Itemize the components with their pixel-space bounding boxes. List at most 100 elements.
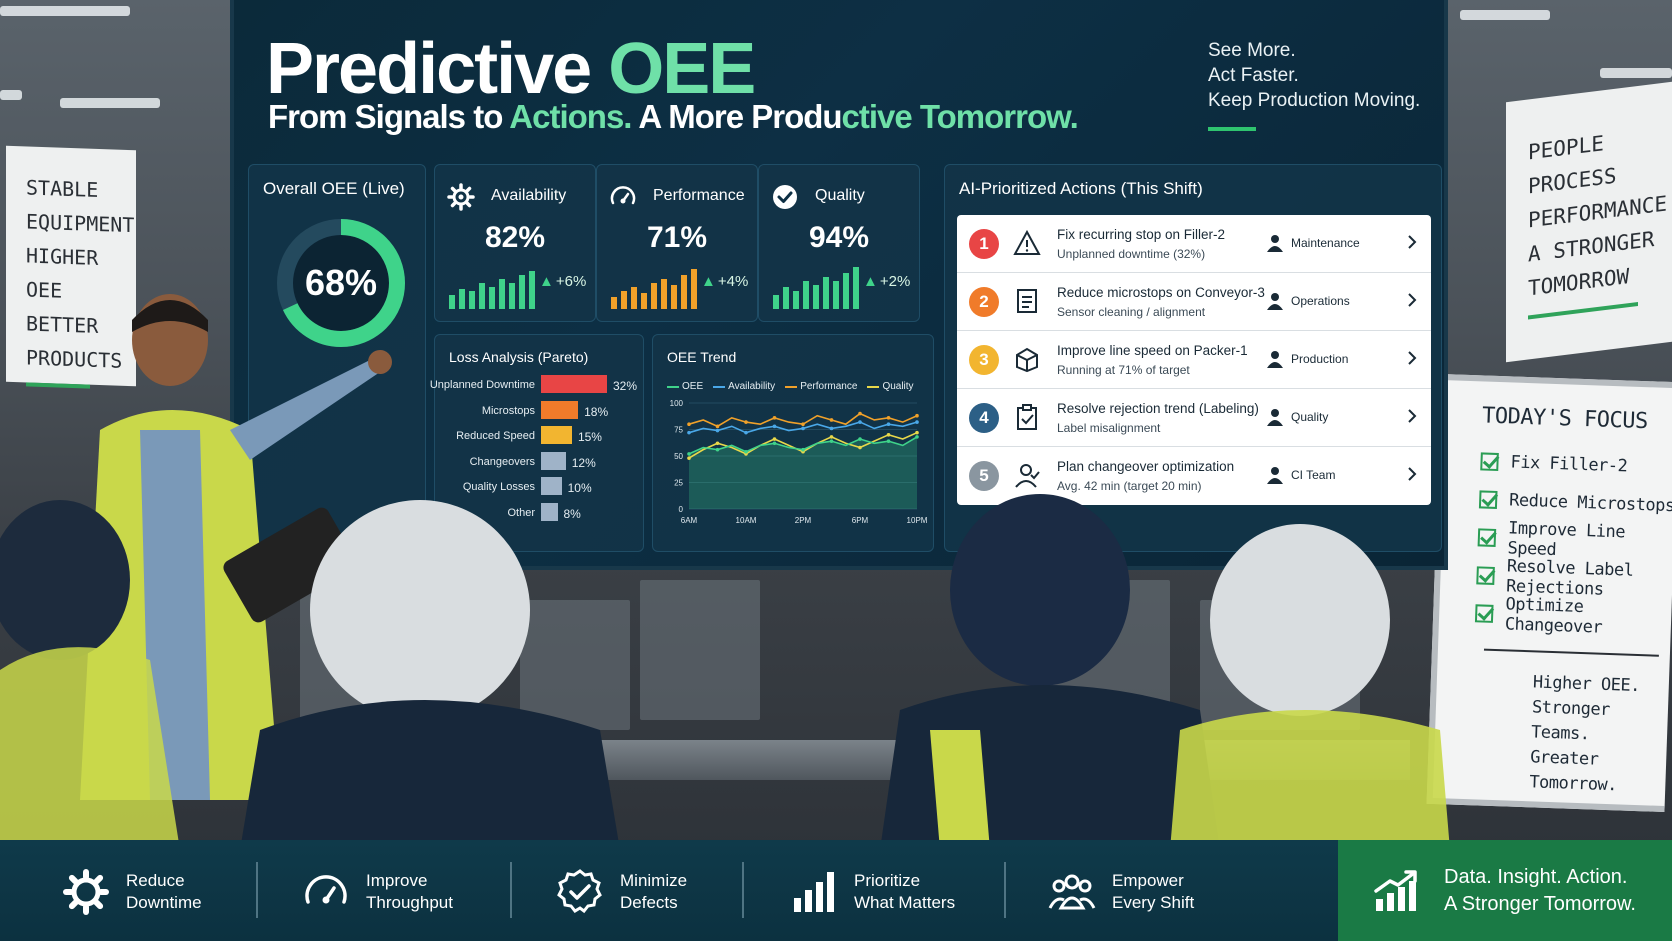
series-point [915, 420, 919, 424]
bottom-item-line: Downtime [126, 893, 202, 912]
pareto-row[interactable]: Other 8% [435, 502, 645, 523]
availability-card[interactable]: Availability 82% ▲ +6% [434, 164, 596, 322]
bottom-item-line: Improve [366, 871, 428, 890]
performance-value: 71% [646, 221, 708, 254]
spark-bar [449, 295, 455, 309]
quality-value: 94% [808, 221, 870, 254]
quality-delta-value: +2% [879, 273, 911, 290]
series-point [744, 430, 748, 435]
performance-card[interactable]: Performance 71% ▲ +4% [596, 164, 758, 322]
check-circle-icon [773, 185, 797, 209]
action-title: Fix recurring stop on Filler-2 [1057, 227, 1226, 242]
pareto-row[interactable]: Microstops 18% [435, 400, 645, 421]
ai-actions-card: AI-Prioritized Actions (This Shift) 1 Fix… [944, 164, 1442, 552]
spark-bar [813, 285, 819, 309]
performance-delta: ▲ +4% [701, 273, 748, 290]
series-point [744, 420, 748, 424]
pareto-row[interactable]: Unplanned Downtime 32% [430, 375, 645, 395]
overall-oee-card[interactable]: Overall OEE (Live) 68% [248, 164, 426, 552]
series-point [915, 413, 919, 418]
y-tick-label: 100 [670, 399, 684, 408]
action-team: Maintenance [1291, 236, 1360, 250]
action-row[interactable]: 5 Plan changeover optimization Avg. 42 min… [957, 447, 1431, 505]
quality-card[interactable]: Quality 94% ▲ +2% [758, 164, 920, 322]
chevron-right-icon[interactable] [1407, 291, 1417, 309]
action-title: Resolve rejection trend (Labeling) [1057, 401, 1259, 416]
series-point [829, 426, 834, 431]
oee-trend-title: OEE Trend [667, 349, 737, 365]
bottom-item-line: Minimize [620, 871, 688, 890]
series-point [687, 422, 691, 426]
quality-delta: ▲ +2% [863, 273, 910, 290]
hero-subtitle: From Signals to Actions. A More Producti… [268, 98, 1079, 136]
action-team: CI Team [1291, 468, 1336, 482]
bottom-item-minimize-defects: Minimize Defects [556, 864, 687, 920]
spark-bar [611, 297, 617, 309]
oee-trend-card[interactable]: OEE Trend OEE Availability Performance Qual… [652, 334, 934, 552]
spark-bar [691, 269, 697, 309]
spark-bar [661, 279, 667, 309]
series-point [715, 447, 720, 452]
hero-subtitle-part: From Signals to [268, 98, 510, 135]
action-row[interactable]: 1 Fix recurring stop on Filler-2 Unplanned… [957, 215, 1431, 273]
oee-donut-gauge [277, 219, 405, 347]
action-row[interactable]: 3 Improve line speed on Packer-1 Running a… [957, 331, 1431, 389]
spark-bar [631, 287, 637, 309]
spark-bar [853, 267, 859, 309]
pareto-row-label: Unplanned Downtime [429, 379, 535, 391]
series-point [858, 411, 862, 416]
spark-bar [469, 291, 475, 309]
y-tick-label: 25 [674, 479, 683, 488]
action-row[interactable]: 2 Reduce microstops on Conveyor-3 Sensor c… [957, 273, 1431, 331]
hero-subtitle-accent: Actions. [509, 98, 632, 135]
chevron-right-icon[interactable] [1407, 407, 1417, 425]
y-tick-label: 0 [679, 505, 684, 514]
y-tick-label: 75 [674, 426, 683, 435]
series-point [772, 437, 777, 441]
pareto-row[interactable]: Changeovers 12% [435, 451, 645, 472]
pareto-row[interactable]: Quality Losses 10% [435, 477, 645, 497]
series-point [801, 447, 805, 452]
action-row[interactable]: 4 Resolve rejection trend (Labeling) Label… [957, 389, 1431, 447]
spark-bar [621, 291, 627, 309]
document-icon [1017, 289, 1037, 313]
spark-bar [651, 283, 657, 309]
ai-actions-title-main: AI-Prioritized Actions [959, 179, 1116, 198]
priority-badge: 5 [969, 461, 999, 491]
series-point [715, 428, 720, 433]
bottom-item-line: Every Shift [1112, 893, 1195, 912]
badge-check-icon [557, 869, 602, 914]
series-point [772, 424, 777, 429]
priority-badge: 1 [969, 229, 999, 259]
legend-entry: Quality [867, 381, 914, 392]
spark-bar [671, 285, 677, 309]
series-point [744, 449, 748, 454]
up-arrow-icon: ▲ [863, 273, 878, 290]
legend-swatch [667, 385, 679, 388]
chevron-right-icon[interactable] [1407, 349, 1417, 367]
overall-oee-title-main: Overall OEE [263, 179, 358, 198]
legend-label: Quality [882, 381, 914, 392]
series-point [886, 422, 891, 426]
chevron-right-icon[interactable] [1407, 233, 1417, 251]
tagline-accent-bar [1208, 127, 1256, 131]
tagline: See More. Act Faster. Keep Production Mo… [1208, 38, 1420, 131]
action-team: Operations [1291, 294, 1350, 308]
ai-actions-title-suffix: (This Shift) [1115, 179, 1203, 198]
spark-bar [803, 281, 809, 309]
chevron-right-icon[interactable] [1407, 465, 1417, 483]
series-point [772, 441, 777, 446]
action-title: Plan changeover optimization [1057, 459, 1235, 474]
pareto-row-label: Reduced Speed [456, 430, 535, 442]
package-icon [1016, 347, 1038, 373]
pareto-row[interactable]: Reduced Speed 15% [435, 426, 645, 446]
bottom-item-reduce-downtime: Reduce Downtime [62, 864, 202, 920]
legend-label: OEE [682, 381, 704, 392]
action-subtitle: Label misalignment [1057, 421, 1161, 435]
hero-subtitle-part: A More Produ [631, 98, 842, 135]
person-icon [1267, 467, 1283, 484]
bottom-item-line: Prioritize [854, 871, 921, 890]
legend-label: Performance [800, 381, 858, 392]
legend-entry: Performance [785, 381, 857, 392]
series-point [715, 441, 720, 446]
